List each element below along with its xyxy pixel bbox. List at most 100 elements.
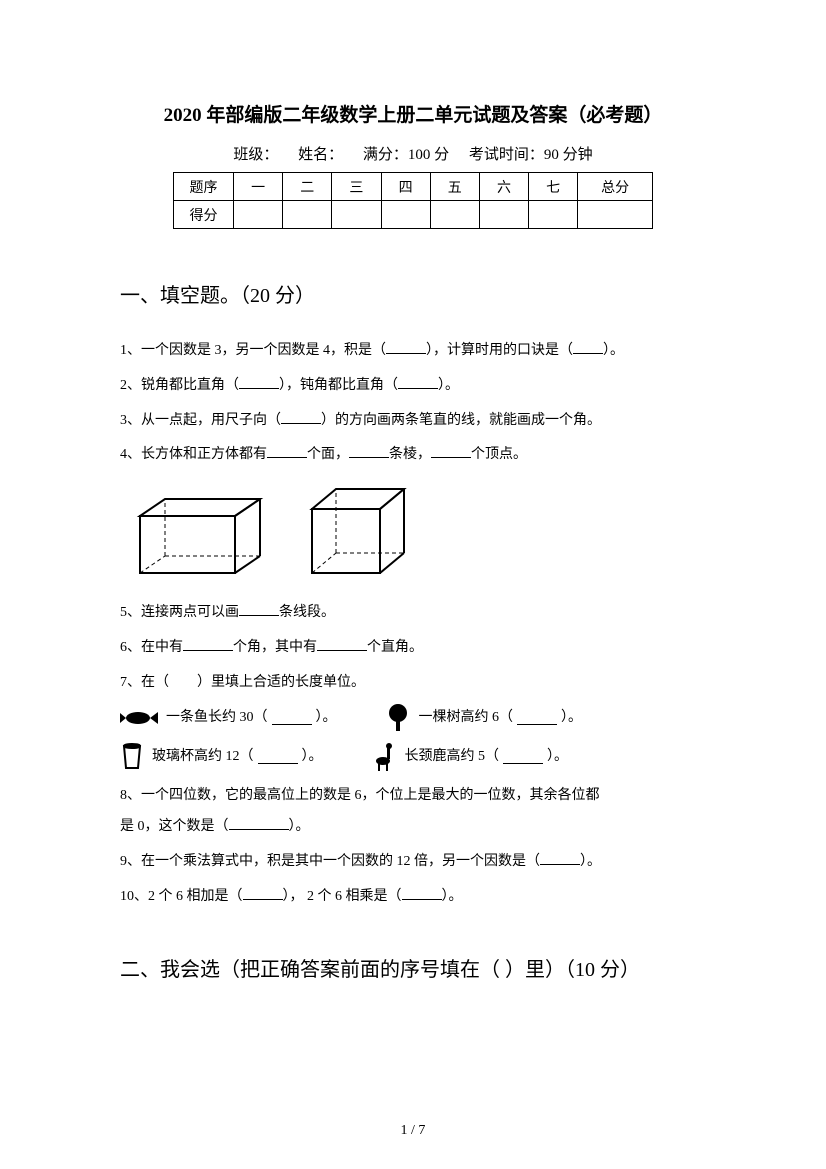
question-3: 3、从一点起，用尺子向（ ）的方向画两条笔直的线，就能画成一个角。 (120, 406, 706, 437)
header-cell: 一 (234, 173, 283, 201)
q4-text-d: 个顶点。 (471, 447, 527, 462)
question-7-line2: 玻璃杯高约 12（）。 长颈鹿高约 5（）。 (120, 741, 706, 773)
blank (431, 444, 471, 458)
blank (540, 851, 580, 865)
q7-tree-b: ）。 (561, 703, 582, 734)
q5-text-b: 条线段。 (279, 605, 335, 620)
q8-text-b: 是 0，这个数是（ (120, 819, 229, 834)
q8-text-a: 8、一个四位数，它的最高位上的数是 6，个位上是最大的一位数，其余各位都 (120, 788, 600, 803)
q8-text-c: ）。 (289, 819, 310, 834)
table-row: 题序 一 二 三 四 五 六 七 总分 (174, 173, 653, 201)
q7-fish-b: ）。 (316, 703, 337, 734)
cuboid-icon (130, 491, 270, 581)
name-label: 姓名： (298, 147, 343, 163)
header-cell: 三 (332, 173, 381, 201)
question-8: 8、一个四位数，它的最高位上的数是 6，个位上是最大的一位数，其余各位都 是 0… (120, 781, 706, 843)
blank (517, 711, 557, 725)
q6-text-c: 个直角。 (367, 640, 423, 655)
q2-text-c: ）。 (438, 378, 459, 393)
q9-text-a: 9、在一个乘法算式中，积是其中一个因数的 12 倍，另一个因数是（ (120, 854, 540, 869)
blank (239, 602, 279, 616)
q6-text-b: 个角，其中有 (233, 640, 317, 655)
question-9: 9、在一个乘法算式中，积是其中一个因数的 12 倍，另一个因数是（ ）。 (120, 847, 706, 878)
header-cell: 七 (529, 173, 578, 201)
question-4: 4、长方体和正方体都有 个面， 条棱， 个顶点。 (120, 440, 706, 471)
full-score-label: 满分：100 分 (363, 147, 449, 163)
header-cell: 总分 (578, 173, 653, 201)
q4-text-b: 个面， (307, 447, 349, 462)
question-7: 7、在（ ）里填上合适的长度单位。 (120, 668, 706, 699)
blank (349, 444, 389, 458)
score-label-cell: 得分 (174, 201, 234, 229)
table-row: 得分 (174, 201, 653, 229)
q7-tree-a: 一棵树高约 6（ (419, 703, 514, 734)
score-table: 题序 一 二 三 四 五 六 七 总分 得分 (173, 172, 653, 229)
score-cell (381, 201, 430, 229)
section-1-title: 一、填空题。（20 分） (120, 279, 706, 308)
blank (317, 637, 367, 651)
question-10: 10、2 个 6 相加是（ ）， 2 个 6 相乘是（ ）。 (120, 882, 706, 913)
blank (258, 750, 298, 764)
question-6: 6、在中有 个角，其中有 个直角。 (120, 633, 706, 664)
blank (281, 410, 321, 424)
question-5: 5、连接两点可以画 条线段。 (120, 598, 706, 629)
exam-header: 班级： 姓名： 满分：100 分 考试时间：90 分钟 (120, 143, 706, 164)
q4-text-c: 条棱， (389, 447, 431, 462)
score-cell (479, 201, 528, 229)
fish-icon (120, 708, 158, 728)
blank (239, 375, 279, 389)
document-title: 2020 年部编版二年级数学上册二单元试题及答案（必考题） (120, 100, 706, 127)
blank (386, 340, 426, 354)
q10-text-a: 10、2 个 6 相加是（ (120, 889, 243, 904)
q4-text-a: 4、长方体和正方体都有 (120, 447, 267, 462)
section-2-title: 二、我会选（把正确答案前面的序号填在（ ）里）（10 分） (120, 953, 706, 982)
header-cell: 二 (283, 173, 332, 201)
score-cell (529, 201, 578, 229)
q1-text-b: ），计算时用的口诀是（ (426, 343, 573, 358)
score-cell (234, 201, 283, 229)
q7-giraffe-a: 长颈鹿高约 5（ (405, 742, 500, 773)
class-label: 班级： (233, 147, 278, 163)
blank (398, 375, 438, 389)
q2-text-b: ），钝角都比直角（ (279, 378, 398, 393)
q7-giraffe-b: ）。 (547, 742, 568, 773)
blank (503, 750, 543, 764)
cube-icon (304, 481, 414, 581)
q10-text-c: ）。 (442, 889, 463, 904)
geometry-figures (130, 481, 706, 586)
question-1: 1、一个因数是 3，另一个因数是 4，积是（ ），计算时用的口诀是（ ）。 (120, 336, 706, 367)
score-cell (578, 201, 653, 229)
score-cell (430, 201, 479, 229)
question-7-line1: 一条鱼长约 30（ ）。 一棵树高约 6（ ）。 (120, 703, 706, 734)
q7-fish-a: 一条鱼长约 30（ (166, 703, 268, 734)
q2-text-a: 2、锐角都比直角（ (120, 378, 239, 393)
q1-text-a: 1、一个因数是 3，另一个因数是 4，积是（ (120, 343, 386, 358)
score-cell (283, 201, 332, 229)
header-cell: 四 (381, 173, 430, 201)
exam-time-label: 考试时间：90 分钟 (469, 147, 593, 163)
tree-icon (385, 703, 411, 733)
q7-cup-a: 玻璃杯高约 12（ (152, 742, 254, 773)
question-2: 2、锐角都比直角（ ），钝角都比直角（ ）。 (120, 371, 706, 402)
giraffe-icon (371, 741, 397, 773)
header-cell: 题序 (174, 173, 234, 201)
blank (573, 340, 603, 354)
blank (229, 816, 289, 830)
header-cell: 六 (479, 173, 528, 201)
q1-text-c: ）。 (603, 343, 624, 358)
cup-icon (120, 742, 144, 772)
header-cell: 五 (430, 173, 479, 201)
blank (267, 444, 307, 458)
q10-text-b: ）， 2 个 6 相乘是（ (283, 889, 402, 904)
q9-text-b: ）。 (580, 854, 601, 869)
q3-text-a: 3、从一点起，用尺子向（ (120, 413, 281, 428)
q5-text-a: 5、连接两点可以画 (120, 605, 239, 620)
score-cell (332, 201, 381, 229)
q3-text-b: ）的方向画两条笔直的线，就能画成一个角。 (321, 413, 601, 428)
blank (183, 637, 233, 651)
q6-text-a: 6、在中有 (120, 640, 183, 655)
blank (243, 886, 283, 900)
blank (272, 711, 312, 725)
blank (402, 886, 442, 900)
page-number: 1 / 7 (0, 1123, 826, 1139)
